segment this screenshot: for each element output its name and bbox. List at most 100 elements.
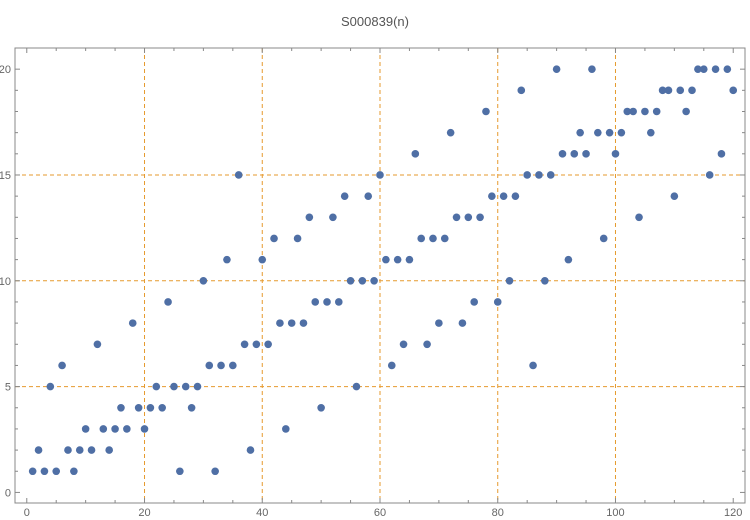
data-point [364, 192, 373, 200]
data-point [105, 446, 113, 454]
data-point [464, 213, 473, 222]
data-point [511, 192, 520, 200]
data-point [411, 150, 420, 158]
data-point [582, 150, 590, 158]
data-point [193, 382, 202, 391]
data-point [423, 340, 431, 349]
data-point [399, 340, 408, 349]
data-point [276, 319, 284, 327]
data-point [81, 425, 90, 433]
data-point [576, 128, 584, 137]
x-tick-label: 80 [492, 507, 504, 519]
data-point [435, 319, 443, 327]
data-point [240, 340, 249, 349]
data-point [629, 107, 637, 116]
x-tick-label: 40 [256, 507, 268, 519]
data-point [382, 255, 390, 264]
data-point [541, 276, 549, 285]
data-point [170, 382, 178, 391]
data-point [488, 192, 496, 200]
data-point [346, 276, 355, 285]
data-point [87, 446, 96, 454]
data-point [482, 107, 490, 116]
data-point [40, 467, 49, 476]
data-point [694, 65, 702, 73]
data-point [146, 403, 155, 412]
data-point [282, 425, 290, 433]
data-point [505, 276, 514, 285]
data-point [523, 171, 531, 179]
data-point [205, 361, 214, 370]
data-point [493, 298, 502, 306]
data-point [246, 446, 255, 454]
data-point [647, 128, 655, 137]
data-point [635, 213, 643, 222]
data-point [293, 234, 302, 243]
data-point [664, 86, 673, 95]
data-point [670, 192, 679, 200]
data-point [258, 255, 267, 264]
data-point [152, 382, 161, 391]
data-point [164, 298, 172, 306]
data-point [158, 403, 166, 412]
data-point [529, 361, 537, 370]
data-point [217, 361, 225, 370]
data-point [340, 192, 349, 200]
data-point [611, 150, 620, 158]
data-point [594, 128, 602, 137]
data-point [417, 234, 426, 243]
data-point [370, 276, 378, 285]
data-point [517, 86, 526, 95]
chart-title: S000839(n) [341, 14, 409, 29]
data-point [558, 150, 567, 158]
data-point [270, 234, 278, 243]
data-point [305, 213, 314, 222]
data-point [52, 467, 61, 476]
data-point [28, 467, 37, 476]
data-point [711, 65, 720, 73]
data-point [470, 298, 478, 306]
data-point [564, 255, 573, 264]
data-point [299, 319, 308, 327]
data-point [376, 171, 384, 179]
data-point [287, 319, 296, 327]
data-point [229, 361, 237, 370]
data-point [605, 128, 614, 137]
data-point [176, 467, 184, 476]
data-point [599, 234, 608, 243]
data-point [123, 425, 131, 433]
data-point [223, 255, 231, 264]
x-tick-label: 100 [606, 507, 624, 519]
x-tick-label: 60 [374, 507, 386, 519]
data-point [99, 425, 108, 433]
data-point [199, 276, 208, 285]
data-point [58, 361, 66, 370]
data-point [34, 446, 43, 454]
data-point [111, 425, 119, 433]
data-point [187, 403, 196, 412]
data-point [499, 192, 508, 200]
data-point [211, 467, 219, 476]
y-tick-label: 0 [5, 487, 11, 499]
data-point [476, 213, 484, 222]
data-point [446, 128, 455, 137]
data-point [352, 382, 361, 391]
x-tick-label: 20 [138, 507, 150, 519]
data-point [729, 86, 738, 95]
data-point [617, 128, 626, 137]
axis-ticks [15, 48, 745, 503]
data-point [128, 319, 137, 327]
data-point [552, 65, 561, 73]
data-point [334, 298, 343, 306]
data-point [652, 107, 661, 116]
data-point [329, 213, 337, 222]
data-points [28, 65, 738, 476]
data-point [323, 298, 331, 306]
data-point [440, 234, 449, 243]
data-point [676, 86, 685, 95]
data-point [64, 446, 72, 454]
data-point [140, 425, 149, 433]
data-point [234, 171, 243, 179]
grid-lines [15, 48, 745, 503]
